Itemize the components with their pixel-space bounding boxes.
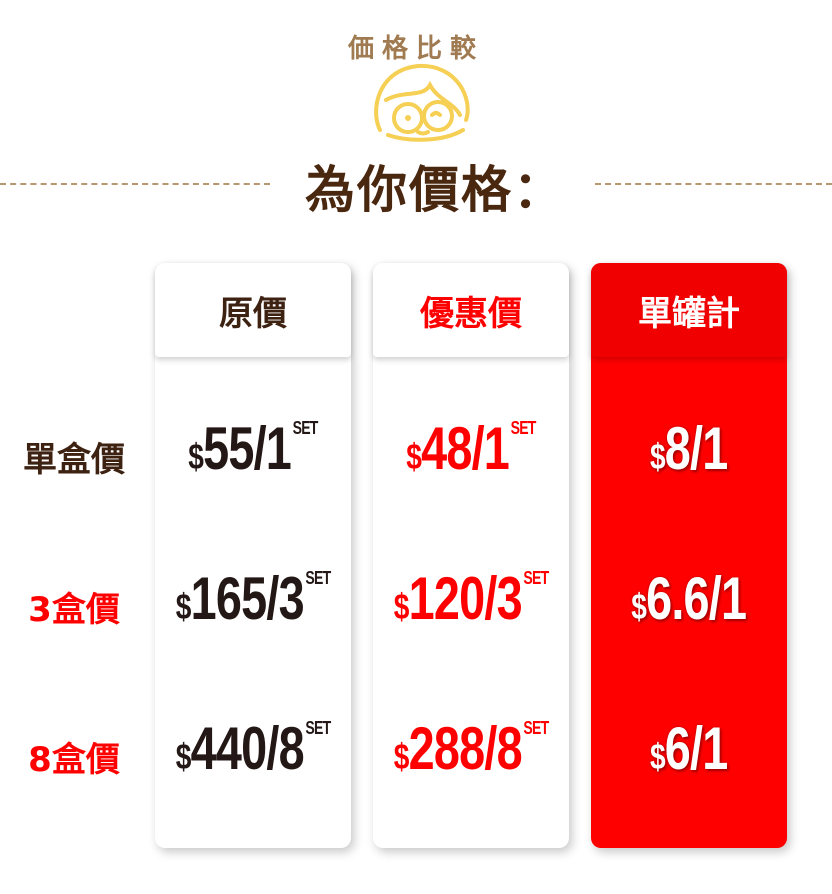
row-label-single: 單盒價 — [23, 440, 125, 480]
title-row: 為你價格： — [0, 150, 832, 220]
row-label-3box: 3盒價 — [28, 590, 120, 630]
original-price-column: 原價 $55/1SET $165/3SET $440/8SET — [155, 263, 351, 848]
price-cell: $6/1 — [650, 714, 728, 782]
per-can-column: 單罐計 $8/1 $6.6/1 $6/1 — [591, 263, 787, 848]
subtitle: 価格比較 — [347, 34, 484, 64]
row-label-8box: 8盒價 — [28, 740, 120, 780]
price-cell: $8/1 — [650, 414, 728, 482]
price-cell: $48/1SET — [406, 414, 536, 482]
price-cell: $6.6/1 — [631, 564, 747, 632]
price-cell: $120/3SET — [393, 564, 549, 632]
page-title: 為你價格： — [305, 161, 565, 219]
discount-price-column: 優惠價 $48/1SET $120/3SET $288/8SET — [373, 263, 569, 848]
price-cell: $55/1SET — [188, 414, 318, 482]
mascot-icon — [374, 63, 470, 142]
price-cell: $288/8SET — [393, 714, 549, 782]
column-header: 單罐計 — [591, 263, 787, 357]
divider — [0, 183, 270, 185]
column-header: 優惠價 — [373, 263, 569, 357]
column-header: 原價 — [155, 263, 351, 357]
divider — [595, 183, 832, 185]
price-cell: $165/3SET — [175, 564, 331, 632]
price-cell: $440/8SET — [175, 714, 331, 782]
